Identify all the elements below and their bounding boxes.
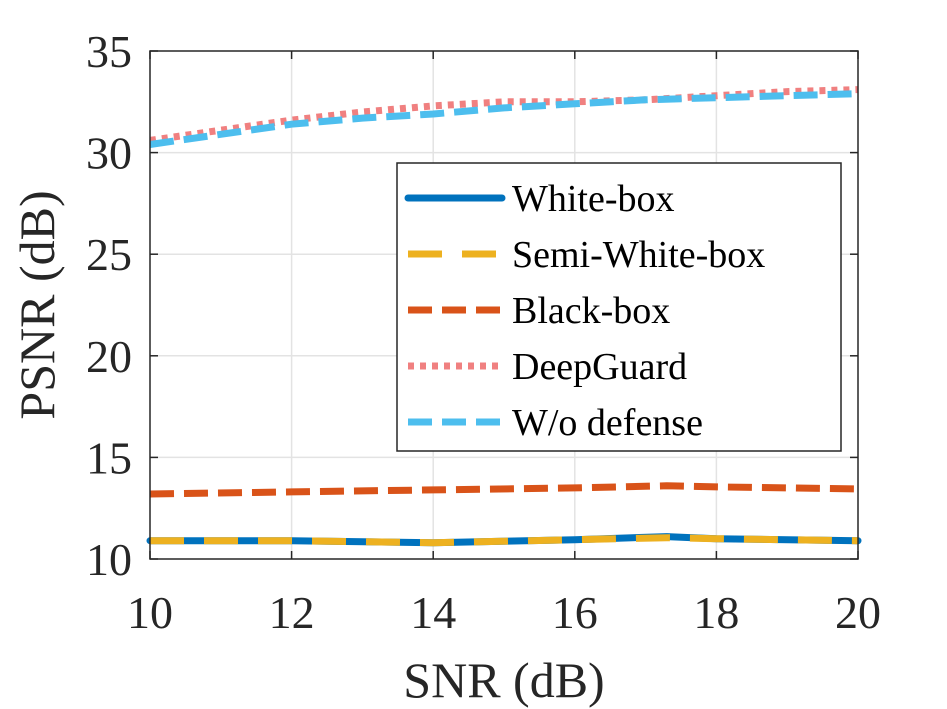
legend-label-white-box: White-box — [512, 178, 675, 220]
legend-label-semi-white-box: Semi-White-box — [512, 234, 765, 276]
x-axis-title: SNR (dB) — [403, 652, 604, 708]
legend-label-black-box: Black-box — [512, 290, 670, 332]
legend-label-deepguard: DeepGuard — [512, 346, 687, 388]
legend-label-w-o-defense: W/o defense — [512, 402, 703, 444]
x-tick-label: 12 — [269, 587, 315, 638]
legend: White-box Semi-White-box Black-box DeepGuar… — [396, 162, 842, 452]
plot-frame — [149, 50, 859, 560]
series-line-semi-white-box — [150, 534, 859, 547]
series-line-black-box — [149, 482, 859, 498]
series-lines — [146, 86, 862, 547]
y-tick-label: 15 — [86, 432, 132, 483]
y-tick-label: 35 — [86, 26, 132, 77]
y-tick-label: 30 — [86, 128, 132, 179]
y-axis-title: PSNR (dB) — [9, 190, 65, 419]
legend-box — [396, 162, 842, 452]
y-tick-label: 20 — [86, 331, 132, 382]
x-tick-label: 10 — [127, 587, 173, 638]
y-tick-label: 10 — [86, 534, 132, 585]
x-tick-label: 14 — [410, 587, 456, 638]
series-line-w-o-defense — [149, 90, 859, 148]
axis-ticks: 10 12 14 16 18 20 10 15 20 25 30 35 — [86, 26, 881, 638]
x-tick-label: 16 — [552, 587, 598, 638]
x-tick-label: 20 — [835, 587, 881, 638]
y-tick-label: 25 — [86, 229, 132, 280]
x-tick-label: 18 — [693, 587, 739, 638]
